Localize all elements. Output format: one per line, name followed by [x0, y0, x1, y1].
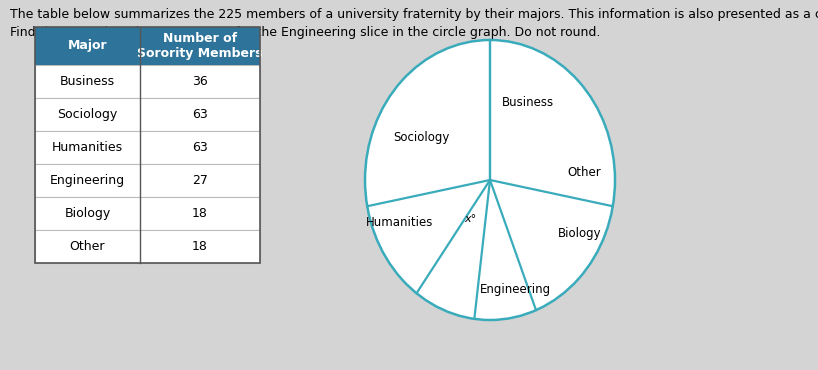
Text: Other: Other: [70, 240, 106, 253]
Text: x°: x°: [464, 214, 476, 224]
Text: 27: 27: [192, 174, 208, 187]
Text: Biology: Biology: [65, 207, 110, 220]
Text: 36: 36: [192, 75, 208, 88]
Text: Business: Business: [60, 75, 115, 88]
Text: Number of
Sorority Members: Number of Sorority Members: [137, 31, 263, 61]
Bar: [35, 197, 260, 230]
Bar: [35, 164, 260, 197]
Ellipse shape: [365, 40, 615, 320]
Text: Other: Other: [567, 166, 600, 179]
Bar: [35, 98, 260, 131]
Bar: [35, 230, 260, 263]
Text: Business: Business: [501, 97, 554, 110]
Text: 63: 63: [192, 108, 208, 121]
Text: Humanities: Humanities: [52, 141, 123, 154]
Text: Engineering: Engineering: [50, 174, 125, 187]
Text: Sociology: Sociology: [57, 108, 118, 121]
Text: Sociology: Sociology: [393, 131, 449, 145]
Text: Engineering: Engineering: [479, 283, 551, 296]
Text: 18: 18: [192, 207, 208, 220]
Text: Find the central angle measure, x°, for the Engineering slice in the circle grap: Find the central angle measure, x°, for …: [10, 26, 600, 39]
Text: Biology: Biology: [558, 227, 602, 240]
Text: Humanities: Humanities: [366, 215, 434, 229]
Bar: [35, 27, 260, 263]
Bar: [35, 65, 260, 98]
Bar: [35, 27, 260, 65]
Text: The table below summarizes the 225 members of a university fraternity by their m: The table below summarizes the 225 membe…: [10, 8, 818, 21]
Text: 18: 18: [192, 240, 208, 253]
Bar: [35, 131, 260, 164]
Text: 63: 63: [192, 141, 208, 154]
Text: Major: Major: [68, 40, 107, 53]
